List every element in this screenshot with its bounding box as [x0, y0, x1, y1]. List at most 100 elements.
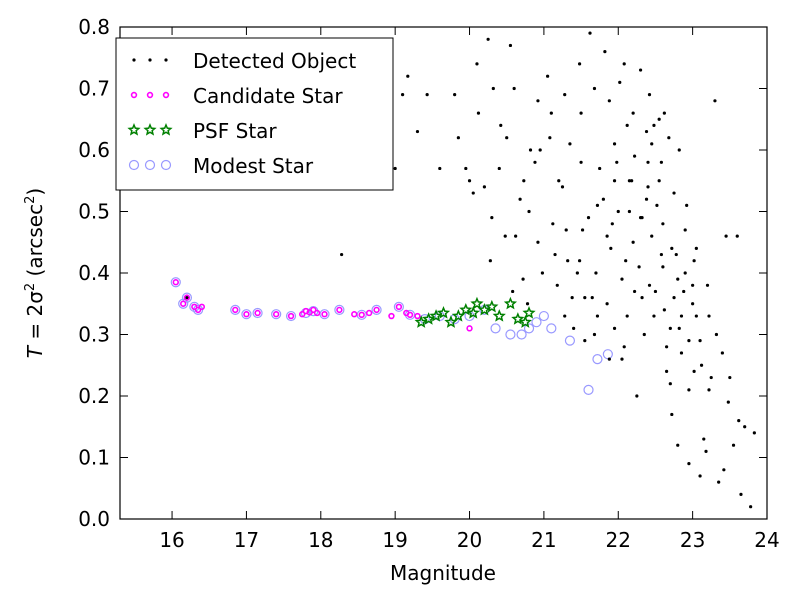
point-detected-object [491, 86, 495, 91]
axis-ticks: 16 17 18 19 20 21 22 23 24 0.0 0.1 0.2 0.3 0.4 0.5 0.6 0… [78, 15, 780, 552]
point-modest-star [393, 301, 404, 312]
point-detected-object [724, 234, 728, 238]
point-detected-object [707, 314, 711, 318]
point-detected-object [486, 37, 490, 41]
point-detected-object [685, 203, 689, 207]
point-detected-object [705, 283, 710, 287]
point-detected-object [476, 111, 481, 115]
point-detected-object [438, 166, 442, 171]
point-modest-star [271, 309, 282, 320]
point-detected-object [642, 332, 646, 337]
point-detected-object [683, 228, 687, 232]
point-psf-star [451, 309, 465, 322]
y-tick-label: 0.0 [78, 507, 110, 531]
point-modest-star [170, 277, 181, 288]
point-candidate-star [299, 311, 306, 318]
point-detected-object [560, 185, 565, 189]
point-detected-object [657, 179, 661, 183]
point-detected-object [464, 166, 468, 171]
point-detected-object [661, 222, 665, 226]
point-detected-object [590, 296, 594, 300]
point-detected-object [592, 332, 597, 337]
point-detected-object [595, 203, 600, 207]
series-psf-star [414, 296, 536, 328]
point-detected-object [482, 185, 487, 189]
point-detected-object [707, 388, 711, 392]
point-detected-object [731, 443, 736, 447]
point-detected-object [657, 117, 661, 121]
point-detected-object [575, 271, 579, 275]
point-detected-object [631, 111, 635, 115]
point-detected-object [726, 400, 730, 404]
point-detected-object [579, 160, 583, 164]
point-candidate-star [414, 312, 421, 320]
point-candidate-star [194, 306, 202, 314]
point-candidate-star [310, 306, 317, 314]
point-detected-object [471, 191, 475, 195]
point-detected-object [521, 277, 525, 281]
point-detected-object [622, 345, 626, 349]
point-detected-object [717, 480, 721, 484]
legend-marker-detected-object [148, 58, 152, 62]
point-modest-star [334, 304, 345, 315]
point-detected-object [601, 197, 605, 201]
point-detected-object [714, 332, 719, 337]
point-detected-object [566, 259, 570, 263]
point-detected-object [743, 425, 747, 429]
point-detected-object [653, 289, 658, 294]
point-detected-object [522, 179, 526, 183]
series-candidate-star [172, 279, 473, 332]
point-detected-object [677, 326, 681, 330]
point-detected-object [588, 31, 592, 35]
point-candidate-star [313, 309, 321, 317]
point-detected-object [564, 228, 568, 232]
point-detected-object [670, 246, 674, 250]
point-detected-object [553, 252, 557, 257]
point-detected-object [659, 160, 663, 164]
point-modest-star [538, 310, 549, 322]
point-detected-object [655, 203, 659, 207]
point-detected-object [682, 289, 686, 294]
point-detected-object [603, 50, 607, 54]
point-detected-object [704, 449, 708, 453]
point-detected-object [691, 302, 695, 306]
point-detected-object [652, 123, 656, 127]
point-detected-object [548, 136, 552, 140]
point-candidate-star [180, 300, 187, 307]
point-candidate-star [321, 311, 328, 318]
point-psf-star [511, 312, 525, 325]
point-detected-object [749, 505, 753, 509]
point-candidate-star [198, 303, 206, 311]
point-detected-object [646, 185, 650, 189]
point-detected-object [665, 345, 669, 349]
point-detected-object [646, 160, 650, 164]
point-candidate-star [172, 279, 179, 286]
point-detected-object [625, 314, 629, 318]
x-tick-label: 22 [606, 528, 631, 552]
series-detected-object [185, 31, 756, 509]
point-detected-object [687, 388, 691, 392]
point-detected-object [699, 363, 704, 367]
point-detected-object [538, 148, 542, 152]
point-detected-object [692, 259, 696, 263]
point-modest-star [252, 307, 263, 319]
point-detected-object [490, 216, 494, 220]
point-detected-object [752, 431, 756, 435]
legend-marker-detected-object [164, 58, 168, 62]
legend-marker-detected-object [132, 58, 136, 62]
point-candidate-star [395, 303, 403, 311]
y-label-symbol: T [23, 344, 47, 358]
point-psf-star [485, 299, 499, 313]
point-detected-object [499, 123, 503, 127]
point-detected-object [622, 62, 626, 66]
point-modest-star [546, 323, 557, 334]
point-detected-object [551, 222, 555, 226]
point-modest-star [285, 310, 297, 322]
point-detected-object [572, 326, 576, 330]
point-modest-star [583, 384, 594, 395]
point-modest-star [505, 329, 516, 340]
point-detected-object [713, 99, 717, 103]
legend-label-candidate-star: Candidate Star [193, 84, 343, 108]
point-detected-object [579, 111, 583, 115]
point-detected-object [728, 375, 732, 380]
